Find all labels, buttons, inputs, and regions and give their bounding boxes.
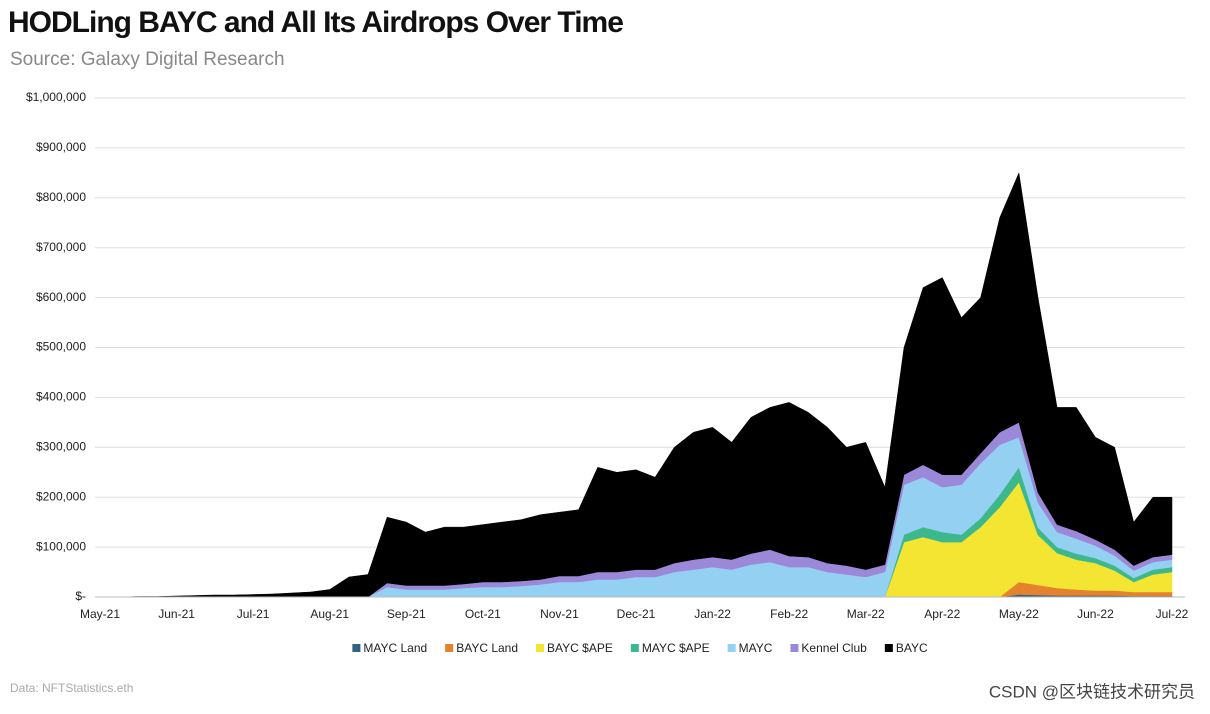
- x-tick-label: May-21: [80, 607, 120, 621]
- y-tick-label: $900,000: [36, 140, 86, 154]
- x-tick-label: Apr-22: [924, 607, 960, 621]
- legend-swatch: [790, 644, 799, 652]
- source-note: Data: NFTStatistics.eth: [10, 681, 133, 695]
- x-tick-label: Jul-21: [237, 607, 270, 621]
- legend-swatch: [536, 644, 545, 652]
- watermark: CSDN @区块链技术研究员: [989, 682, 1195, 701]
- legend-swatch: [630, 644, 639, 652]
- legend: MAYC Land BAYC Land BAYC $APE MAYC $APE MAYC…: [352, 641, 928, 655]
- legend-label: BAYC $APE: [547, 641, 613, 655]
- x-tick-label: May-22: [999, 607, 1039, 621]
- x-tick-label: Aug-21: [310, 607, 349, 621]
- legend-label: MAYC $APE: [642, 641, 710, 655]
- legend-swatch: [445, 644, 454, 652]
- y-tick-label: $1,000,000: [26, 90, 86, 104]
- x-tick-label: Sep-21: [387, 607, 426, 621]
- y-tick-label: $500,000: [36, 340, 86, 354]
- legend-label: Kennel Club: [801, 641, 867, 655]
- legend-label: BAYC: [896, 641, 928, 655]
- x-tick-label: Nov-21: [540, 607, 579, 621]
- legend-swatch: [352, 644, 361, 652]
- area: [100, 171, 1173, 598]
- y-tick-label: $700,000: [36, 240, 86, 254]
- legend-label: MAYC Land: [363, 641, 427, 655]
- x-tick-label: Jan-22: [694, 607, 731, 621]
- x-tick-label: Feb-22: [770, 607, 808, 621]
- x-tick-label: Oct-21: [465, 607, 501, 621]
- legend-label: MAYC: [739, 641, 773, 655]
- x-tick-label: Mar-22: [847, 607, 885, 621]
- chart-subtitle: Source: Galaxy Digital Research: [10, 49, 285, 70]
- y-tick-label: $800,000: [36, 190, 86, 204]
- legend-swatch: [727, 644, 736, 652]
- y-tick-label: $100,000: [36, 539, 86, 553]
- legend-swatch: [884, 644, 893, 652]
- x-tick-label: Jul-22: [1156, 607, 1189, 621]
- x-tick-label: Jun-22: [1077, 607, 1114, 621]
- y-tick-label: $300,000: [36, 439, 86, 453]
- y-tick-label: $200,000: [36, 489, 86, 503]
- y-tick-label: $-: [75, 589, 86, 603]
- chart-title: HODLing BAYC and All Its Airdrops Over T…: [8, 6, 623, 39]
- legend-label: BAYC Land: [456, 641, 518, 655]
- y-tick-label: $600,000: [36, 290, 86, 304]
- x-tick-label: Jun-21: [158, 607, 195, 621]
- x-tick-label: Dec-21: [617, 607, 656, 621]
- y-tick-label: $400,000: [36, 390, 86, 404]
